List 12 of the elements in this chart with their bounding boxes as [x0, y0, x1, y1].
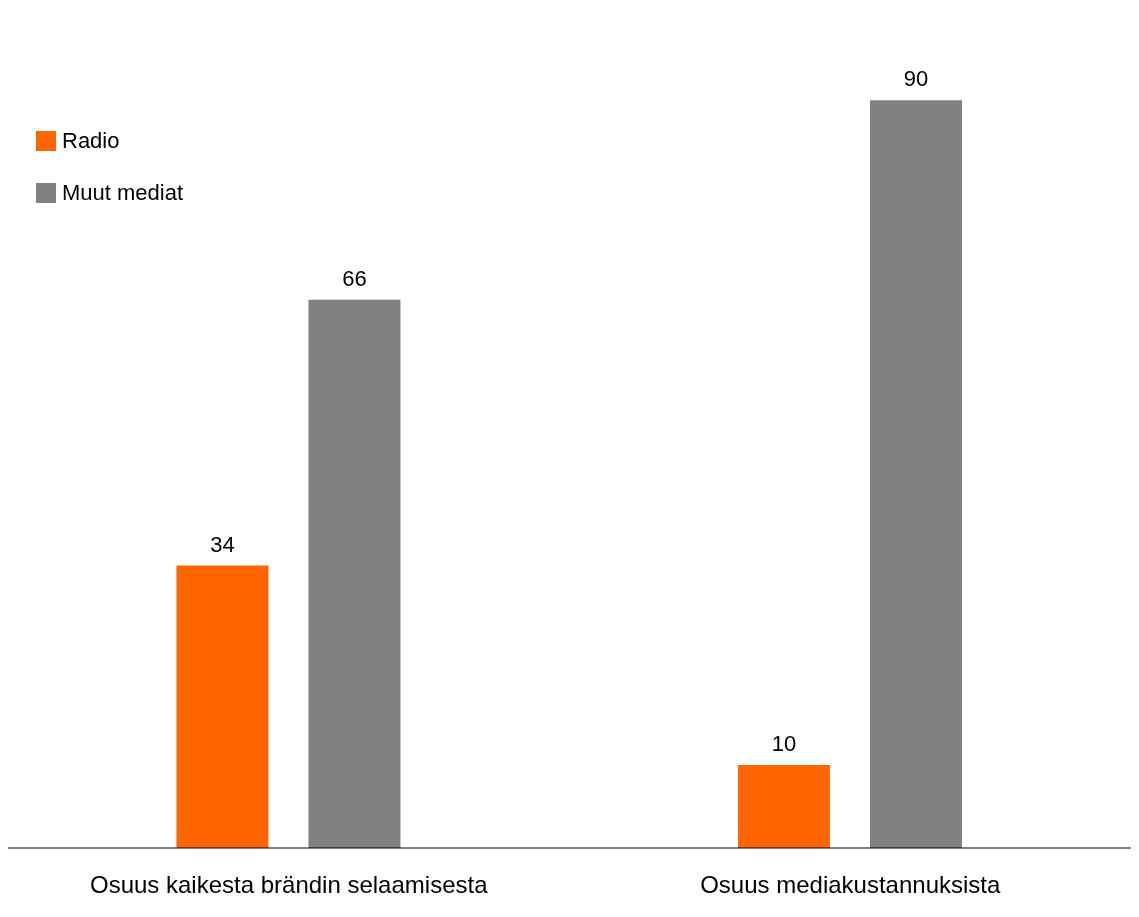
- bar: [308, 299, 401, 848]
- x-tick-label: Osuus mediakustannuksista: [700, 871, 1001, 899]
- data-label: 10: [771, 730, 797, 756]
- data-label: 34: [210, 531, 235, 557]
- bar: [869, 100, 962, 848]
- bar: [176, 565, 269, 848]
- data-label: 66: [342, 265, 367, 291]
- data-label: 90: [903, 66, 929, 92]
- x-tick-label: Osuus kaikesta brändin selaamisesta: [89, 871, 489, 899]
- bar: [737, 764, 830, 848]
- legend-label: Radio: [62, 128, 120, 154]
- legend-label: Muut mediat: [62, 180, 184, 206]
